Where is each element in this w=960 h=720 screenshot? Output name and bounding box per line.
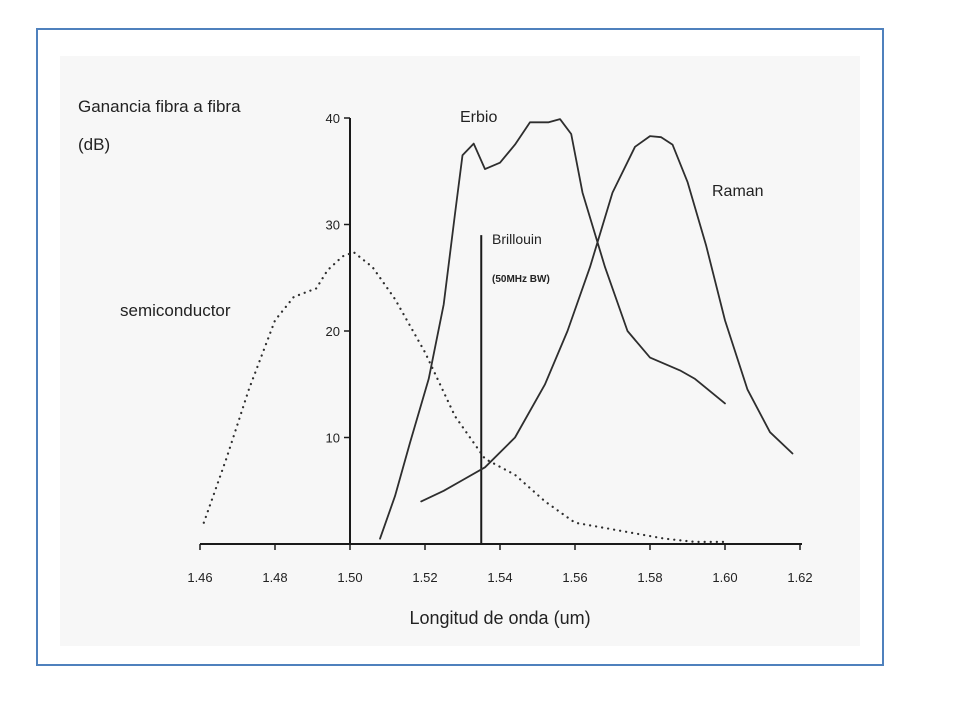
x-tick-label: 1.54 [487,570,512,585]
x-tick-label: 1.62 [787,570,812,585]
y-tick-label: 20 [326,324,340,339]
y-axis-label-line1: Ganancia fibra a fibra [78,97,241,116]
y-axis-label-line2: (dB) [78,135,110,154]
chart-panel: Ganancia fibra a fibra (dB) Longitud de … [60,56,860,646]
semiconductor-label: semiconductor [120,301,231,320]
brillouin-sub-label: (50MHz BW) [492,274,550,285]
erbio-curve [379,118,726,540]
y-tick-label: 40 [326,111,340,126]
x-tick-label: 1.56 [562,570,587,585]
x-tick-label: 1.52 [412,570,437,585]
x-tick-label: 1.50 [337,570,362,585]
x-axis-label: Longitud de onda (um) [409,608,590,628]
gain-chart: Ganancia fibra a fibra (dB) Longitud de … [78,97,813,628]
x-tick-label: 1.48 [262,570,287,585]
x-tick-label: 1.46 [187,570,212,585]
y-tick-label: 30 [326,218,340,233]
raman-curve [420,135,794,503]
erbio-label: Erbio [460,109,497,126]
x-tick-label: 1.60 [712,570,737,585]
brillouin-label: Brillouin [492,231,542,247]
y-tick-label: 10 [326,431,340,446]
semiconductor-curve [202,251,727,543]
x-tick-label: 1.58 [637,570,662,585]
raman-label: Raman [712,183,764,200]
